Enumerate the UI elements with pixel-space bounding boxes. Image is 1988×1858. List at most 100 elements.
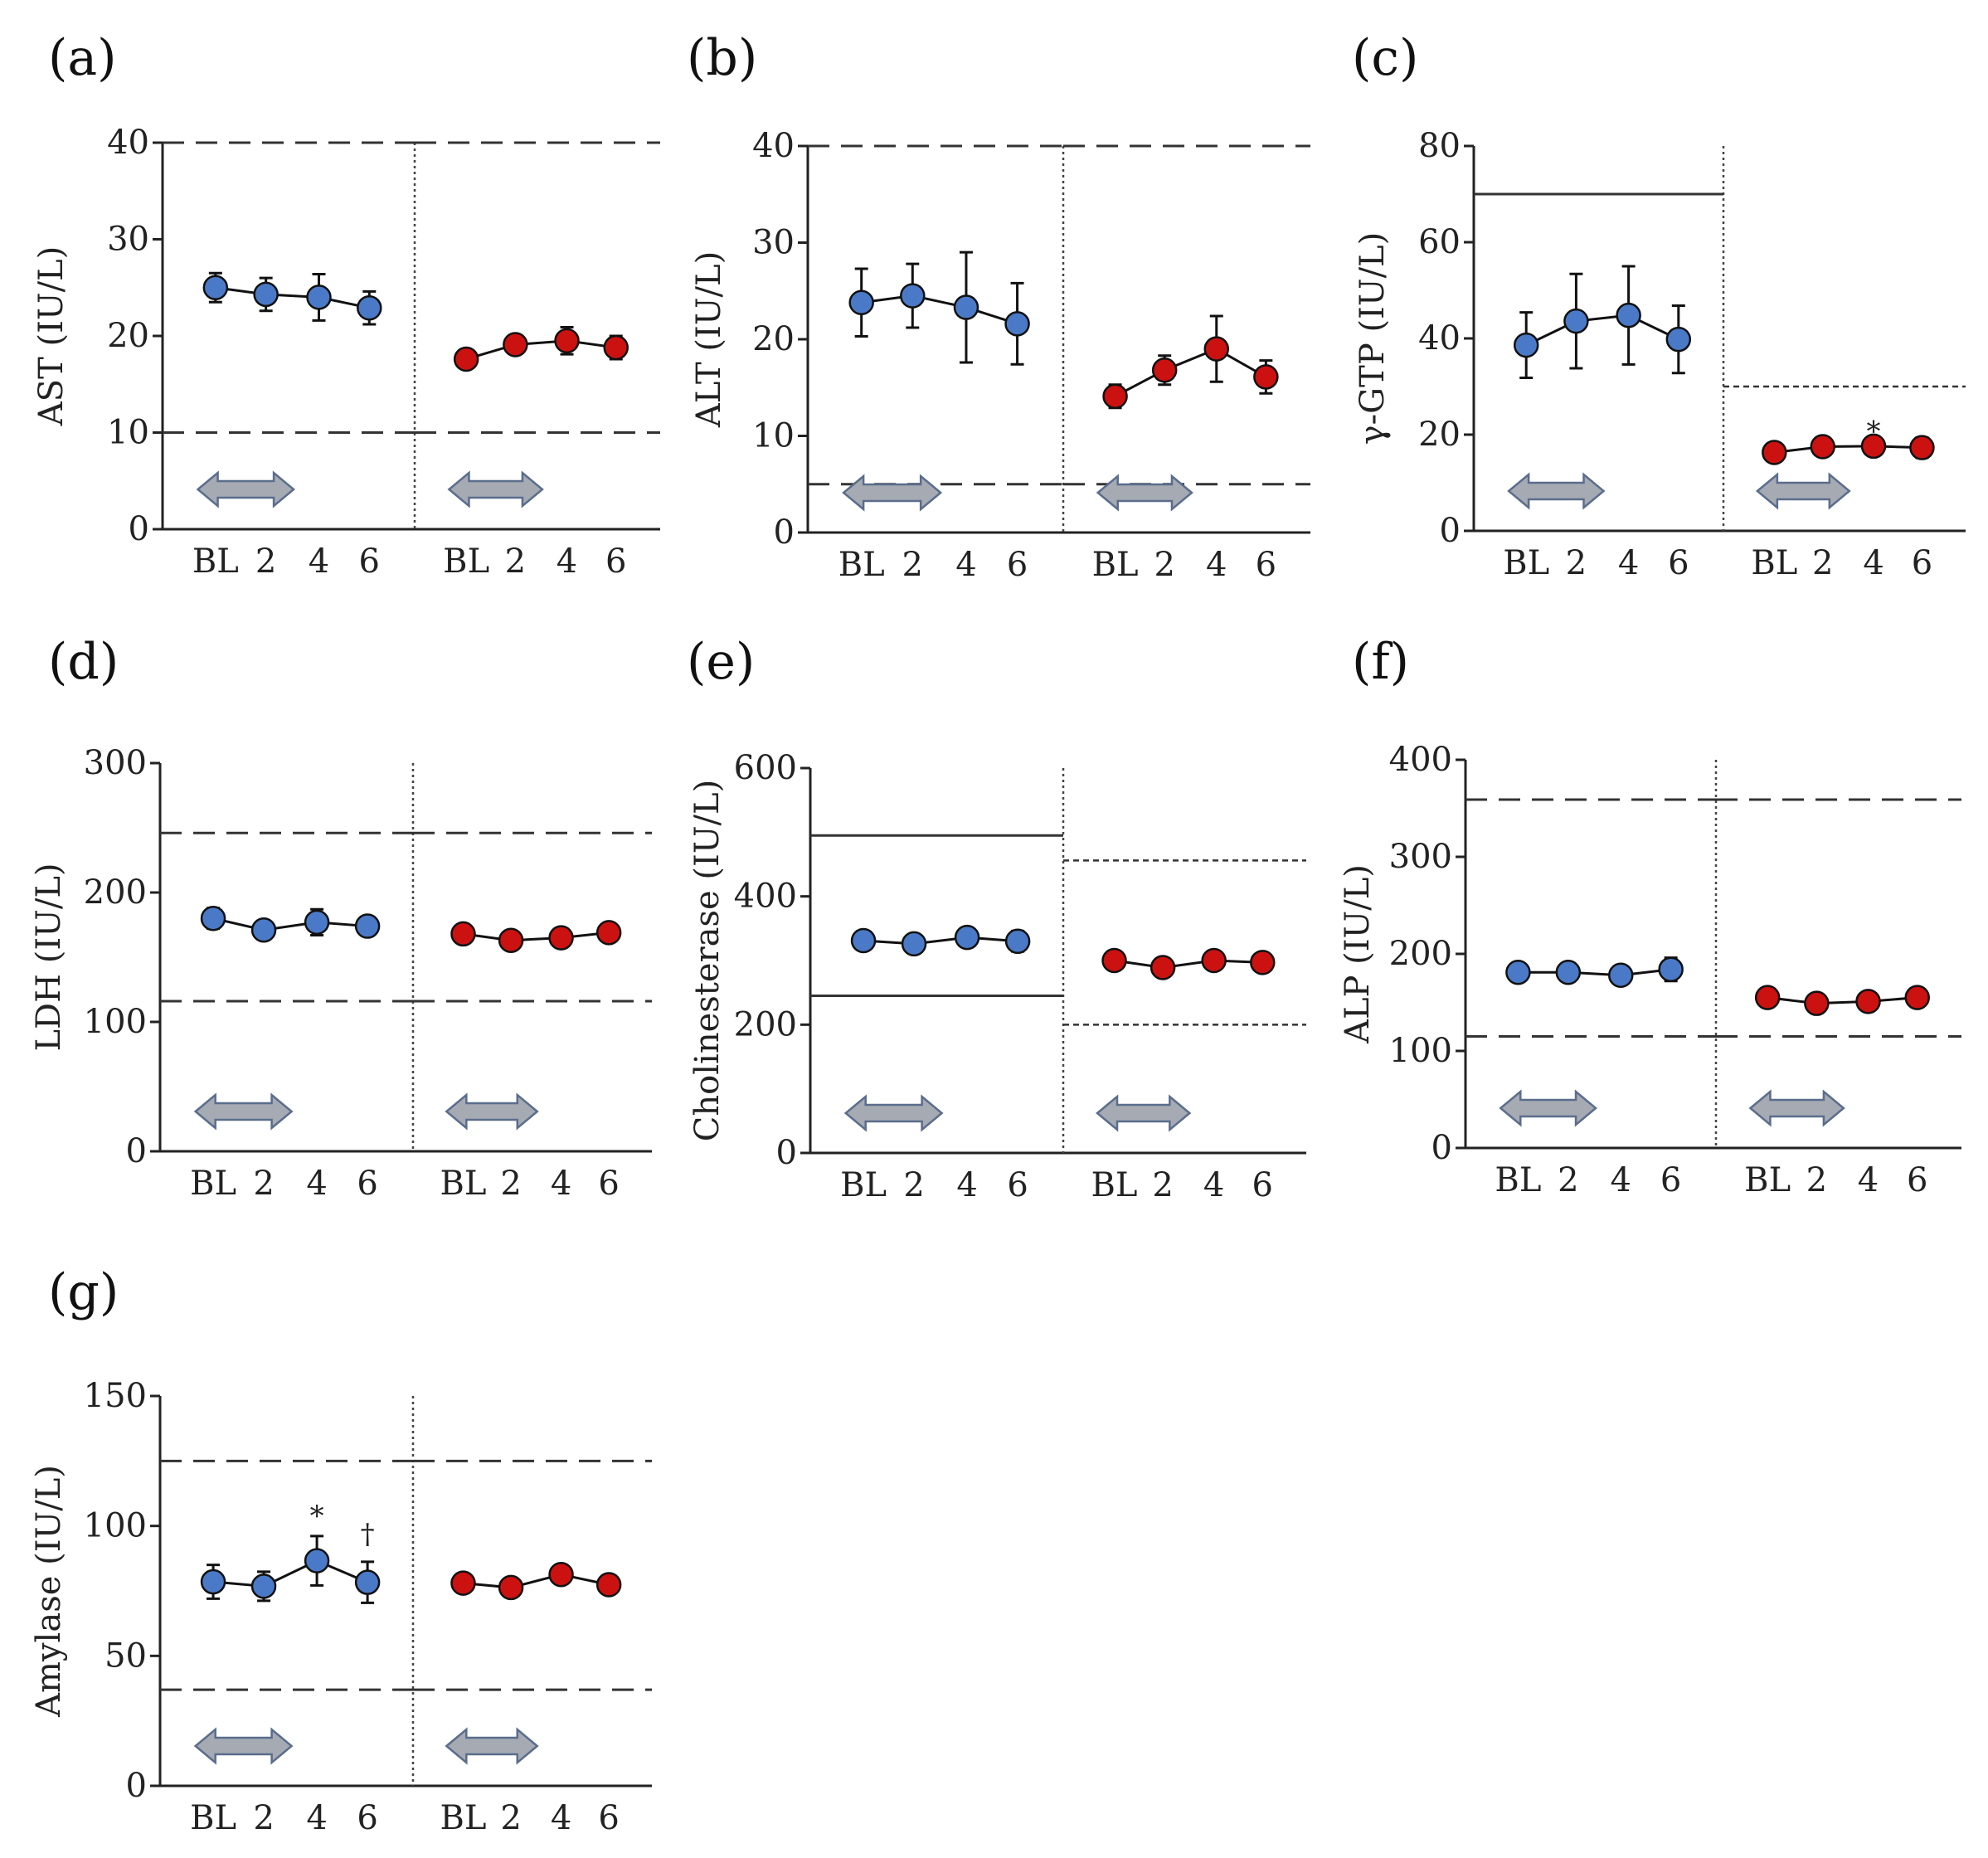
period-arrow [1096,1094,1192,1132]
y-tick-label: 0 [126,1132,147,1170]
period-arrow [1748,1089,1845,1127]
y-tick-label: 300 [1389,838,1452,876]
data-point [1607,962,1634,988]
period-arrow [445,1092,539,1131]
period-arrow [1096,474,1193,512]
x-tick-label: 6 [1007,546,1028,584]
y-axis-title: ALT (IU/L) [690,251,728,428]
y-tick-label: 100 [84,1507,147,1545]
x-tick-label: 2 [255,542,276,581]
x-tick-label: 4 [1858,1161,1879,1199]
data-point [900,283,926,309]
y-tick-label: 400 [1389,741,1452,779]
x-tick-label: 2 [1806,1161,1827,1199]
y-tick-label: 30 [752,224,795,262]
y-tick-label: 0 [776,1134,797,1172]
series-line [861,294,1018,325]
series-line [465,339,616,361]
y-tick-label: 40 [107,124,149,162]
data-point [304,1548,330,1573]
y-tick-label: 50 [105,1637,147,1675]
period-arrow [445,1727,539,1765]
y-axis-title: Cholinesterase (IU/L) [688,780,727,1141]
x-tick-label: 6 [1252,1166,1273,1204]
data-point [354,913,381,939]
data-point [1250,950,1276,975]
data-point [1004,311,1030,337]
data-point [901,931,927,957]
x-tick-label: BL [192,542,239,581]
data-point [954,924,980,951]
period-arrow [843,1094,944,1132]
data-point [498,1574,524,1601]
data-point [1810,434,1835,460]
data-point [548,925,574,951]
y-tick-label: 400 [734,878,797,916]
data-point [1201,947,1227,974]
y-tick-label: 20 [107,317,149,355]
x-tick-label: 4 [955,546,976,584]
x-tick-label: BL [840,1166,887,1204]
x-tick-label: 6 [1912,544,1932,582]
y-tick-label: 20 [1418,416,1461,454]
x-tick-label: BL [1495,1161,1541,1199]
data-point [1909,435,1935,460]
x-tick-label: 6 [598,1799,619,1837]
data-point [1101,947,1127,974]
x-tick-label: 4 [309,542,329,581]
data-point [357,294,382,321]
data-point [202,275,229,300]
y-axis-title: Amylase (IU/L) [30,1465,68,1718]
data-point [554,328,580,354]
period-arrow [1499,1089,1597,1127]
x-tick-label: 4 [551,1165,571,1203]
data-point [1505,959,1531,985]
x-tick-label: BL [1751,544,1797,582]
y-tick-label: 0 [1431,1129,1452,1167]
data-point [450,1570,476,1596]
y-tick-label: 200 [734,1005,797,1043]
data-point [848,289,874,315]
x-tick-label: 4 [306,1165,327,1203]
y-tick-label: 200 [84,873,147,912]
period-arrow [193,1092,294,1131]
data-point [1151,357,1178,383]
data-point [1860,433,1887,460]
x-tick-label: 6 [1256,546,1276,584]
data-point [1762,440,1787,465]
significance-marker: * [310,1500,324,1533]
y-tick-label: 10 [107,414,149,452]
x-tick-label: BL [190,1799,236,1837]
x-tick-label: 4 [1203,1166,1224,1204]
y-tick-label: 40 [752,127,795,165]
data-point [1904,985,1930,1010]
x-tick-label: BL [440,1165,486,1203]
x-tick-label: BL [1091,1166,1138,1204]
x-tick-label: 6 [1668,544,1689,582]
data-point [304,909,330,936]
data-point [1665,326,1692,353]
y-tick-label: 0 [126,1767,147,1805]
y-tick-label: 100 [84,1003,147,1041]
data-point [450,921,476,947]
data-point [1253,364,1279,390]
data-point [1563,308,1589,334]
period-arrow [1507,472,1606,510]
data-point [253,281,279,308]
x-tick-label: 6 [357,1165,377,1203]
data-point [498,927,524,953]
series-line [1114,959,1263,970]
data-point [354,1569,381,1595]
data-point [306,285,332,310]
x-tick-label: 6 [1907,1161,1927,1199]
x-tick-label: 4 [1611,1161,1631,1199]
y-axis-title: ALP (IU/L) [1339,864,1377,1044]
x-tick-label: 2 [1566,544,1587,582]
panel-label: (e) [687,633,755,691]
